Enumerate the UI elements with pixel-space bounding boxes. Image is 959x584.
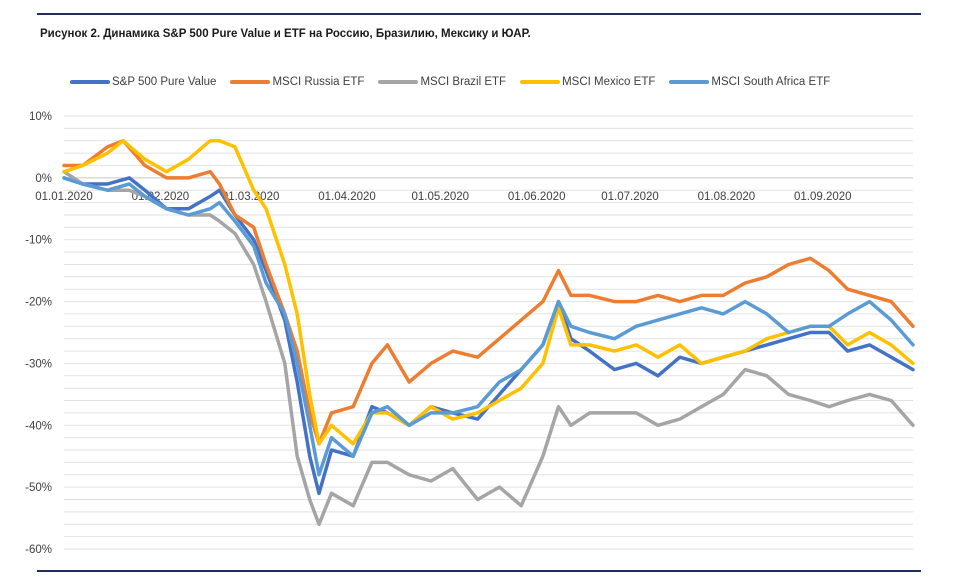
y-tick-label: -60% [25,544,52,556]
legend-swatch [378,80,419,84]
y-tick-label: -40% [25,420,52,432]
x-tick-label: 01.06.2020 [508,191,566,203]
legend-label: MSCI South Africa ETF [711,76,831,88]
legend-item: S&P 500 Pure Value [70,76,216,88]
x-axis-ticks: 01.01.2020 01.02.2020 01.03.2020 01.04.2020… [35,191,851,203]
y-tick-label: 10% [29,111,52,123]
series-line-1 [62,176,915,496]
x-tick-label: 01.07.2020 [601,191,659,203]
top-rule [37,13,921,15]
y-tick-label: 0% [35,173,52,185]
x-tick-label: 01.08.2020 [698,191,756,203]
figure-caption: Рисунок 2. Динамика S&P 500 Pure Value и… [40,28,531,40]
legend-label: MSCI Brazil ETF [420,76,507,88]
y-tick-label: -20% [25,297,52,309]
series-line-4 [62,138,915,446]
y-tick-label: -50% [25,482,52,494]
x-tick-label: 01.01.2020 [35,191,93,203]
series-line-2 [62,138,915,446]
x-tick-label: 01.04.2020 [318,191,376,203]
x-tick-label: 01.09.2020 [794,191,852,203]
x-tick-label: 01.02.2020 [132,191,190,203]
legend-label: MSCI Russia ETF [272,76,365,88]
legend-item: MSCI Mexico ETF [520,76,655,88]
y-axis-ticks: 10% 0% -10% -20% -30% -40% -50% -60% [25,111,52,556]
legend-swatch [230,80,271,84]
y-tick-label: -30% [25,358,52,370]
bottom-rule [37,570,921,572]
legend-label: S&P 500 Pure Value [112,76,217,88]
grid-lines [64,115,913,550]
legend-swatch [70,80,110,84]
x-tick-label: 01.03.2020 [222,191,280,203]
legend-item: MSCI Russia ETF [230,76,364,88]
y-tick-label: -10% [25,235,52,247]
legend-swatch [520,80,561,84]
legend-item: MSCI Brazil ETF [378,76,506,88]
chart-legend: S&P 500 Pure Value MSCI Russia ETF MSCI Br… [70,73,830,91]
legend-item: MSCI South Africa ETF [669,76,830,88]
series-line-5 [62,176,915,477]
legend-swatch [669,80,710,84]
legend-label: MSCI Mexico ETF [562,76,656,88]
x-tick-label: 01.05.2020 [412,191,470,203]
series-lines [62,138,915,527]
series-line-3 [62,169,915,527]
